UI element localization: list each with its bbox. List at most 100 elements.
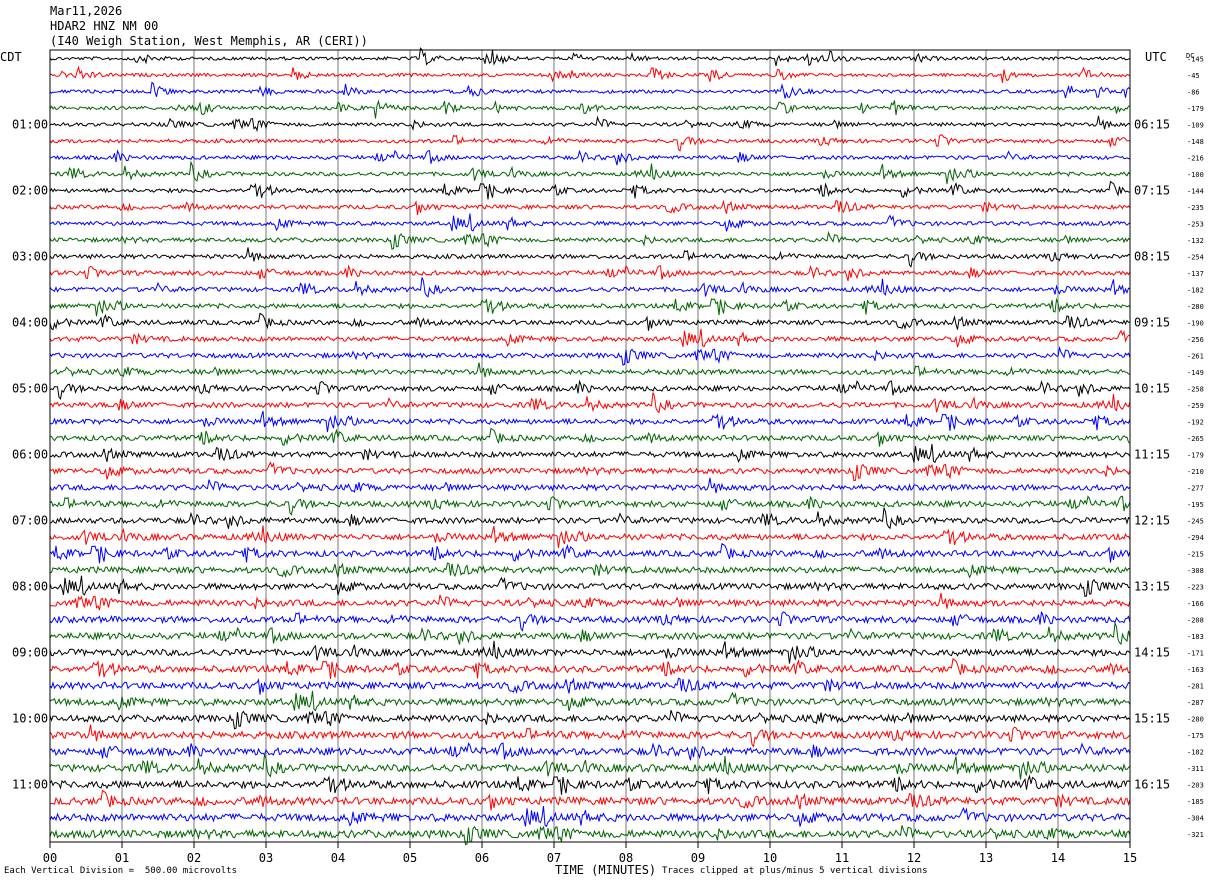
trace-line [49,690,1131,712]
dc-offset-label: -190 [1187,320,1204,328]
dc-offset-label: -166 [1187,600,1204,608]
right-timezone-label: UTC [1145,50,1167,64]
dc-offset-label: -137 [1187,270,1204,278]
trace-line [49,542,1131,564]
left-hour-label: 01:00 [12,118,48,132]
dc-offset-label: -183 [1187,633,1204,641]
dc-offset-label: -149 [1187,369,1204,377]
trace-line [49,658,1131,680]
x-tick-label: 01 [115,851,129,865]
dc-offset-label: -280 [1187,716,1204,724]
dc-offset-label: -216 [1187,155,1204,163]
right-hour-label: 16:15 [1134,778,1170,792]
trace-line [49,710,1131,730]
trace-line [49,264,1131,282]
dc-offset-label: -280 [1187,303,1204,311]
dc-offset-label: -321 [1187,831,1204,839]
dc-offset-label: -256 [1187,336,1204,344]
dc-offset-label: -245 [1187,518,1204,526]
trace-line [49,592,1131,611]
dc-offset-label: -182 [1187,749,1204,757]
trace-line [49,742,1131,761]
dc-offset-label: -287 [1187,699,1204,707]
dc-offset-label: -179 [1187,105,1204,113]
trace-line [49,461,1131,482]
trace-line [49,81,1131,99]
trace-line [49,477,1131,494]
time-gridlines [49,50,1131,848]
x-tick-label: 08 [619,851,633,865]
trace-line [49,575,1131,598]
seismic-traces [49,47,1131,846]
left-hour-label: 04:00 [12,316,48,330]
trace-line [49,640,1131,664]
trace-line [49,149,1131,166]
left-hour-label: 10:00 [12,712,48,726]
right-hour-label: 08:15 [1134,250,1170,264]
trace-line [49,724,1131,748]
left-hour-label: 08:00 [12,580,48,594]
x-tick-label: 15 [1123,851,1137,865]
dc-offset-label: -163 [1187,666,1204,674]
trace-line [49,213,1131,232]
dc-offset-label: -100 [1187,171,1204,179]
dc-offset-label: -109 [1187,122,1204,130]
trace-line [49,774,1131,795]
trace-line [49,160,1131,185]
dc-offset-label: -86 [1187,89,1200,97]
x-tick-label: 12 [907,851,921,865]
right-hour-label: 10:15 [1134,382,1170,396]
dc-offset-label: -171 [1187,650,1204,658]
x-tick-label: 06 [475,851,489,865]
trace-line [49,199,1131,216]
trace-line [49,754,1131,780]
x-tick-label: 04 [331,851,345,865]
trace-line [49,507,1131,530]
dc-offset-label: -179 [1187,452,1204,460]
scale-note: Each Vertical Division = 500.00 microvol… [4,866,237,876]
left-timezone-label: CDT [0,50,22,64]
trace-line [49,677,1131,695]
right-hour-label: 06:15 [1134,118,1170,132]
dc-offset-label: -145 [1187,56,1204,64]
trace-line [49,789,1131,811]
trace-line [49,495,1131,516]
trace-line [49,825,1131,846]
dc-offset-label: -311 [1187,765,1204,773]
trace-line [49,410,1131,433]
dc-offset-label: -182 [1187,287,1204,295]
trace-line [49,230,1131,250]
dc-offset-label: -175 [1187,732,1204,740]
dc-offset-label: -254 [1187,254,1204,262]
x-tick-label: 02 [187,851,201,865]
trace-line [49,328,1131,348]
x-tick-label: 14 [1051,851,1065,865]
dc-offset-label: -294 [1187,534,1204,542]
x-tick-label: 10 [763,851,777,865]
dc-offset-label: -45 [1187,72,1200,80]
right-hour-label: 11:15 [1134,448,1170,462]
left-hour-label: 02:00 [12,184,48,198]
left-hour-label: 09:00 [12,646,48,660]
trace-line [49,180,1131,200]
dc-offset-label: -235 [1187,204,1204,212]
dc-offset-label: -253 [1187,221,1204,229]
trace-line [49,99,1131,119]
trace-line [49,611,1131,632]
left-hour-label: 07:00 [12,514,48,528]
trace-line [49,379,1131,401]
x-tick-label: 03 [259,851,273,865]
right-hour-label: 13:15 [1134,580,1170,594]
right-hour-label: 07:15 [1134,184,1170,198]
trace-line [49,312,1130,331]
trace-line [49,392,1131,414]
dc-offset-label: -265 [1187,435,1204,443]
dc-offset-label: -132 [1187,237,1204,245]
dc-offset-label: -203 [1187,782,1204,790]
x-tick-label: 13 [979,851,993,865]
trace-line [49,362,1130,378]
trace-line [49,622,1131,646]
dc-offset-label: -308 [1187,567,1204,575]
x-tick-label: 00 [43,851,57,865]
left-hour-label: 05:00 [12,382,48,396]
